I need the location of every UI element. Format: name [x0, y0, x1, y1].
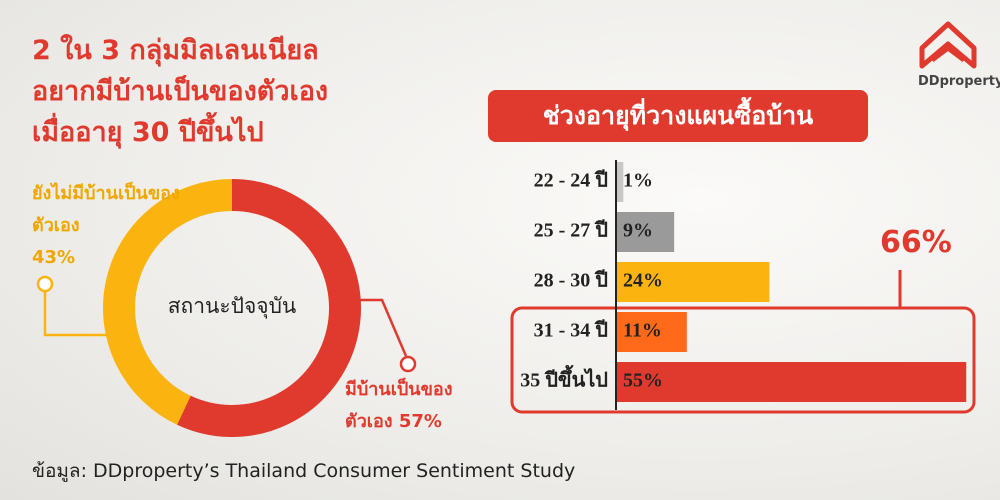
value-label: 24% — [623, 270, 663, 292]
leaders — [36, 160, 976, 414]
category-label: ยังไม่มีบ้านเป็นของตัวเอง — [32, 183, 180, 236]
logo-icon — [919, 21, 977, 69]
category-label: มีบ้านเป็นของตัวเอง — [345, 379, 453, 432]
category-label: 28 - 30 ปี — [534, 269, 608, 292]
pie-title: 2 ใน 3 กลุ่มมิลเลนเนียล อยากมีบ้านเป็นขอ… — [32, 35, 329, 148]
bar — [617, 212, 675, 252]
bar — [617, 312, 687, 352]
pie-center-label: สถานะปัจจุบัน — [167, 294, 297, 318]
donut-slice — [177, 179, 361, 437]
value-label: 57% — [398, 411, 442, 432]
pie-label: มีบ้านเป็นของตัวเอง 57% — [345, 374, 465, 438]
category-label: 31 - 34 ปี — [534, 319, 608, 342]
value-label: 43% — [32, 247, 76, 268]
category-label: 25 - 27 ปี — [534, 219, 608, 242]
value-label: 55% — [623, 370, 663, 392]
bar — [617, 162, 624, 202]
value-label: 11% — [623, 320, 662, 342]
value-label: 1% — [623, 170, 653, 192]
category-label: 22 - 24 ปี — [534, 169, 608, 192]
donut-slice — [103, 179, 233, 425]
annotation: 66% — [880, 225, 952, 260]
bar-title: ช่วงอายุที่วางแผนซื้อบ้าน — [488, 90, 868, 142]
bar — [617, 362, 967, 402]
category-label: 35 ปีขึ้นไป — [520, 365, 608, 392]
bar — [617, 262, 770, 302]
pie-label: ยังไม่มีบ้านเป็นของตัวเอง 43% — [32, 178, 182, 274]
source: ข้อมูล: DDproperty’s Thailand Consumer S… — [32, 460, 576, 482]
logo-text: DDproperty — [918, 74, 1000, 89]
value-label: 9% — [623, 220, 653, 242]
